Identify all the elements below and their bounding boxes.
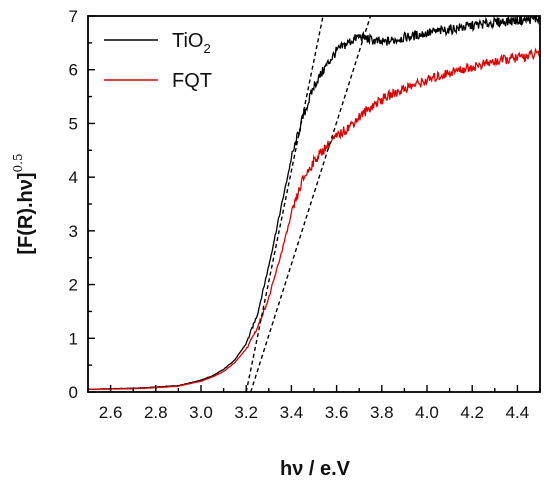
y-tick-label: 1 xyxy=(69,329,78,348)
y-tick-label: 6 xyxy=(69,61,78,80)
x-tick-label: 3.2 xyxy=(234,403,258,422)
y-axis-label-main: [F(R).hν] xyxy=(15,172,37,254)
y-tick-label: 3 xyxy=(69,222,78,241)
tangent-line-2 xyxy=(250,16,372,392)
y-tick-label: 7 xyxy=(69,7,78,26)
y-tick-label: 2 xyxy=(69,276,78,295)
x-tick-label: 3.8 xyxy=(370,403,394,422)
legend: TiO2 FQT xyxy=(104,30,212,92)
plot-content xyxy=(88,16,540,392)
y-tick-label: 0 xyxy=(69,383,78,402)
legend-label-tio2: TiO2 xyxy=(172,30,211,56)
y-tick-labels: 0 1 2 3 4 5 6 7 xyxy=(69,7,78,402)
x-tick-label: 3.4 xyxy=(280,403,304,422)
x-tick-label: 2.8 xyxy=(144,403,168,422)
axes-frame xyxy=(87,15,541,393)
y-tick-label: 4 xyxy=(69,168,78,187)
x-tick-label: 3.0 xyxy=(189,403,213,422)
series-line-fqt xyxy=(88,47,540,391)
x-tick-label: 4.0 xyxy=(415,403,439,422)
x-tick-labels: 2.6 2.8 3.0 3.2 3.4 3.6 3.8 4.0 4.2 4.4 xyxy=(99,403,529,422)
y-axis-label-superscript: 0.5 xyxy=(11,153,25,172)
plot-border xyxy=(87,15,541,393)
x-tick-label: 2.6 xyxy=(99,403,123,422)
y-tick-label: 5 xyxy=(69,114,78,133)
x-tick-label: 3.6 xyxy=(325,403,349,422)
tangent-line-1 xyxy=(245,16,324,392)
y-axis-label: [F(R).hν]0.5 xyxy=(11,153,37,254)
x-tick-label: 4.4 xyxy=(506,403,530,422)
x-tick-label: 4.2 xyxy=(460,403,484,422)
legend-label-fqt: FQT xyxy=(172,70,212,92)
x-axis-label: hν / e.V xyxy=(280,458,351,480)
